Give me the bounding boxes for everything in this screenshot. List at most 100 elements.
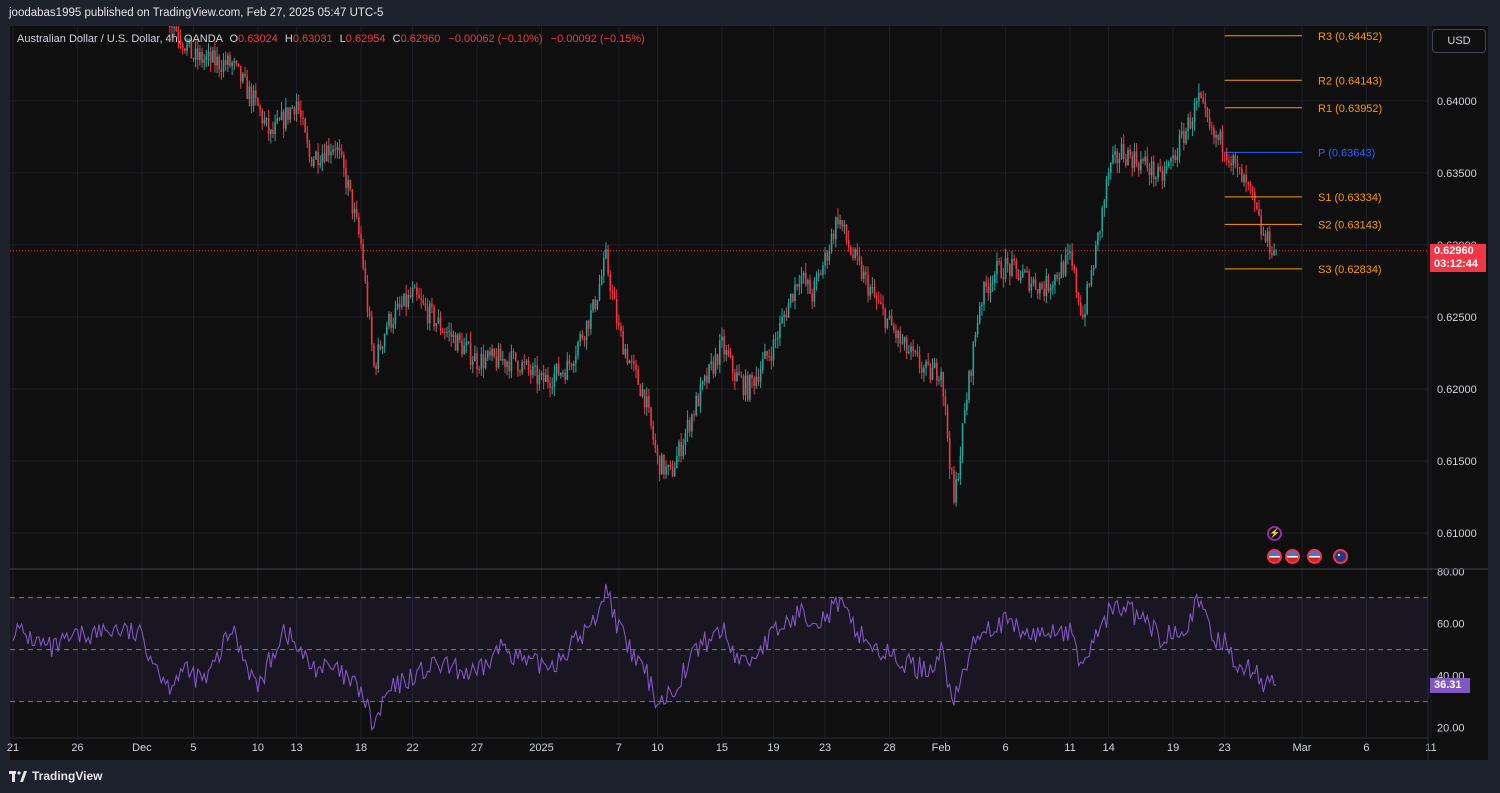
candle-body <box>514 352 517 361</box>
candle <box>667 464 670 475</box>
candle-body <box>1002 277 1005 280</box>
candle <box>972 341 975 386</box>
candle-body <box>321 153 324 164</box>
candle <box>214 41 216 73</box>
candle-body <box>381 346 384 350</box>
lightning-event-icon[interactable]: ⚡ <box>1267 526 1282 541</box>
candle-body <box>676 455 678 469</box>
candle-body <box>895 330 897 338</box>
candle <box>832 229 835 245</box>
candle <box>598 274 601 302</box>
candle <box>377 337 380 373</box>
candle <box>302 110 304 126</box>
candle-body <box>774 338 777 340</box>
candle <box>1127 147 1129 166</box>
candle-body <box>721 336 723 341</box>
candle <box>1230 155 1232 172</box>
candle <box>727 344 730 358</box>
candle-body <box>716 354 719 365</box>
candle <box>364 260 367 285</box>
us-flag-icon[interactable] <box>1307 549 1322 564</box>
candle-body <box>991 282 994 284</box>
candle-body <box>1097 232 1099 246</box>
candle-body <box>527 360 530 370</box>
pivot-levels: R3 (0.64452) R2 (0.64143) R1 (0.63952) P (0… <box>1224 31 1382 276</box>
candle <box>940 367 942 388</box>
candle-body <box>211 50 214 63</box>
candle <box>409 287 412 299</box>
candle <box>953 466 955 505</box>
candle-body <box>289 108 291 120</box>
candle-body <box>534 365 536 367</box>
candle-body <box>1034 279 1037 290</box>
candle <box>835 216 837 248</box>
candle-body <box>276 118 279 123</box>
candle <box>426 298 429 330</box>
au-flag-icon[interactable] <box>1333 549 1348 564</box>
candle-body <box>630 360 633 362</box>
candle-body <box>476 353 478 370</box>
candle <box>1043 280 1045 302</box>
currency-button[interactable]: USD <box>1432 29 1486 53</box>
candle <box>450 322 453 347</box>
candle-body <box>1039 283 1041 294</box>
candle <box>671 460 674 478</box>
chart-frame[interactable] <box>10 26 1488 760</box>
time-tick-label: 23 <box>1219 742 1231 754</box>
candle-body <box>877 300 880 302</box>
candle-body <box>454 334 457 351</box>
candle-body <box>248 86 251 99</box>
candle-body <box>347 180 349 188</box>
candle-body <box>1223 152 1226 154</box>
candle-body <box>942 371 945 397</box>
candle <box>568 354 571 371</box>
candle-body <box>957 479 960 481</box>
candle <box>525 358 528 366</box>
candle <box>680 432 682 463</box>
candle-body <box>1202 97 1204 102</box>
candle-body <box>1030 283 1033 291</box>
candle <box>893 322 895 334</box>
us-flag-icon[interactable] <box>1285 549 1300 564</box>
candle <box>1217 134 1220 145</box>
candle <box>590 303 592 335</box>
candle-body <box>734 372 736 382</box>
candle <box>822 261 824 279</box>
candle <box>186 37 188 56</box>
candle-body <box>667 464 670 467</box>
candle <box>506 360 508 376</box>
candle-body <box>605 249 607 259</box>
candle <box>254 83 257 106</box>
candle <box>366 274 369 318</box>
candle <box>1086 280 1088 316</box>
candle <box>998 257 1000 266</box>
candle-body <box>1041 283 1043 289</box>
candle <box>1133 143 1136 172</box>
candle <box>635 360 637 379</box>
brand[interactable]: TradingView <box>9 769 102 783</box>
candle-body <box>403 293 405 306</box>
us-flag-icon[interactable] <box>1267 549 1282 564</box>
candle <box>714 347 717 377</box>
candle <box>373 343 375 368</box>
candle <box>1084 304 1086 327</box>
candle-body <box>444 332 446 334</box>
candle <box>663 454 665 480</box>
candle-body <box>622 331 624 355</box>
candle-body <box>1043 288 1045 297</box>
candle <box>184 47 186 54</box>
candle <box>532 362 534 379</box>
candle-body <box>686 419 689 433</box>
candle <box>751 372 753 389</box>
candle-body <box>837 217 839 225</box>
candle <box>908 344 910 355</box>
time-tick-label: 18 <box>355 742 367 754</box>
candle-body <box>1165 165 1168 171</box>
candle-body <box>441 330 444 333</box>
candle-body <box>867 274 869 296</box>
candle-body <box>222 60 225 73</box>
candle <box>660 452 663 475</box>
pivot-level: R1 (0.63952) <box>1224 103 1382 115</box>
candle <box>1251 186 1254 201</box>
